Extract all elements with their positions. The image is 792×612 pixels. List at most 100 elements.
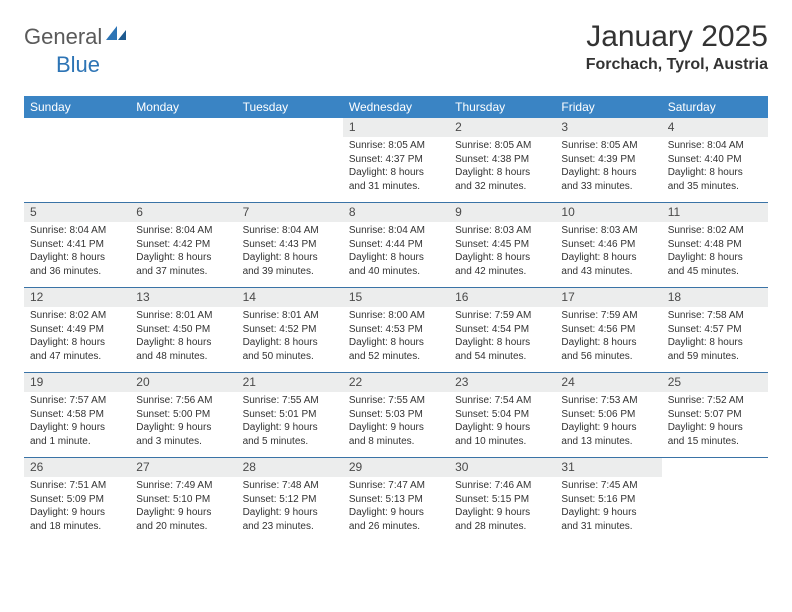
day-number: 17 <box>555 288 661 307</box>
day-number: 20 <box>130 373 236 392</box>
sunset-line: Sunset: 4:54 PM <box>455 323 549 337</box>
logo-text-general: General <box>24 24 102 50</box>
daylight-line-1: Daylight: 8 hours <box>561 166 655 180</box>
week-row: 5Sunrise: 8:04 AMSunset: 4:41 PMDaylight… <box>24 202 768 287</box>
day-cell: 27Sunrise: 7:49 AMSunset: 5:10 PMDayligh… <box>130 458 236 542</box>
sunrise-line: Sunrise: 8:05 AM <box>455 139 549 153</box>
day-details: Sunrise: 7:56 AMSunset: 5:00 PMDaylight:… <box>130 392 236 452</box>
sunset-line: Sunset: 5:03 PM <box>349 408 443 422</box>
day-cell: 7Sunrise: 8:04 AMSunset: 4:43 PMDaylight… <box>237 203 343 287</box>
sunset-line: Sunset: 5:10 PM <box>136 493 230 507</box>
daylight-line-1: Daylight: 9 hours <box>30 506 124 520</box>
sunrise-line: Sunrise: 8:02 AM <box>668 224 762 238</box>
sunrise-line: Sunrise: 8:04 AM <box>30 224 124 238</box>
day-number: 5 <box>24 203 130 222</box>
day-details: Sunrise: 7:55 AMSunset: 5:01 PMDaylight:… <box>237 392 343 452</box>
sunset-line: Sunset: 5:15 PM <box>455 493 549 507</box>
day-details: Sunrise: 8:05 AMSunset: 4:38 PMDaylight:… <box>449 137 555 197</box>
day-details: Sunrise: 8:05 AMSunset: 4:39 PMDaylight:… <box>555 137 661 197</box>
day-cell <box>237 118 343 202</box>
day-details: Sunrise: 8:02 AMSunset: 4:48 PMDaylight:… <box>662 222 768 282</box>
day-cell: 17Sunrise: 7:59 AMSunset: 4:56 PMDayligh… <box>555 288 661 372</box>
day-details: Sunrise: 7:45 AMSunset: 5:16 PMDaylight:… <box>555 477 661 537</box>
day-number: 9 <box>449 203 555 222</box>
daylight-line-2: and 52 minutes. <box>349 350 443 364</box>
day-details: Sunrise: 7:57 AMSunset: 4:58 PMDaylight:… <box>24 392 130 452</box>
day-cell: 16Sunrise: 7:59 AMSunset: 4:54 PMDayligh… <box>449 288 555 372</box>
day-details: Sunrise: 8:04 AMSunset: 4:44 PMDaylight:… <box>343 222 449 282</box>
day-details: Sunrise: 8:04 AMSunset: 4:42 PMDaylight:… <box>130 222 236 282</box>
sunset-line: Sunset: 5:13 PM <box>349 493 443 507</box>
daylight-line-1: Daylight: 9 hours <box>243 421 337 435</box>
weekday-saturday: Saturday <box>662 96 768 118</box>
day-number: 16 <box>449 288 555 307</box>
day-cell: 24Sunrise: 7:53 AMSunset: 5:06 PMDayligh… <box>555 373 661 457</box>
sunrise-line: Sunrise: 8:05 AM <box>349 139 443 153</box>
sunrise-line: Sunrise: 8:04 AM <box>136 224 230 238</box>
daylight-line-2: and 13 minutes. <box>561 435 655 449</box>
day-cell: 12Sunrise: 8:02 AMSunset: 4:49 PMDayligh… <box>24 288 130 372</box>
day-number: 13 <box>130 288 236 307</box>
logo-text-blue: Blue <box>56 52 100 77</box>
daylight-line-2: and 42 minutes. <box>455 265 549 279</box>
day-details: Sunrise: 7:55 AMSunset: 5:03 PMDaylight:… <box>343 392 449 452</box>
day-number: 23 <box>449 373 555 392</box>
sunrise-line: Sunrise: 7:59 AM <box>561 309 655 323</box>
daylight-line-2: and 10 minutes. <box>455 435 549 449</box>
weekday-tuesday: Tuesday <box>237 96 343 118</box>
daylight-line-2: and 33 minutes. <box>561 180 655 194</box>
daylight-line-1: Daylight: 9 hours <box>30 421 124 435</box>
daylight-line-2: and 36 minutes. <box>30 265 124 279</box>
sunrise-line: Sunrise: 8:01 AM <box>136 309 230 323</box>
daylight-line-2: and 26 minutes. <box>349 520 443 534</box>
sunrise-line: Sunrise: 7:56 AM <box>136 394 230 408</box>
day-cell: 11Sunrise: 8:02 AMSunset: 4:48 PMDayligh… <box>662 203 768 287</box>
day-number: 11 <box>662 203 768 222</box>
day-number: 19 <box>24 373 130 392</box>
daylight-line-1: Daylight: 8 hours <box>349 251 443 265</box>
daylight-line-2: and 37 minutes. <box>136 265 230 279</box>
daylight-line-2: and 32 minutes. <box>455 180 549 194</box>
day-number: 30 <box>449 458 555 477</box>
day-number: 1 <box>343 118 449 137</box>
day-number: 15 <box>343 288 449 307</box>
day-cell: 26Sunrise: 7:51 AMSunset: 5:09 PMDayligh… <box>24 458 130 542</box>
day-cell: 23Sunrise: 7:54 AMSunset: 5:04 PMDayligh… <box>449 373 555 457</box>
daylight-line-1: Daylight: 9 hours <box>561 506 655 520</box>
day-cell: 22Sunrise: 7:55 AMSunset: 5:03 PMDayligh… <box>343 373 449 457</box>
sunset-line: Sunset: 4:49 PM <box>30 323 124 337</box>
sunrise-line: Sunrise: 8:05 AM <box>561 139 655 153</box>
sunset-line: Sunset: 5:01 PM <box>243 408 337 422</box>
sunrise-line: Sunrise: 7:59 AM <box>455 309 549 323</box>
week-row: 12Sunrise: 8:02 AMSunset: 4:49 PMDayligh… <box>24 287 768 372</box>
day-details: Sunrise: 7:46 AMSunset: 5:15 PMDaylight:… <box>449 477 555 537</box>
sunrise-line: Sunrise: 7:55 AM <box>243 394 337 408</box>
daylight-line-1: Daylight: 8 hours <box>561 336 655 350</box>
location: Forchach, Tyrol, Austria <box>586 56 768 74</box>
weeks-container: 1Sunrise: 8:05 AMSunset: 4:37 PMDaylight… <box>24 118 768 542</box>
daylight-line-2: and 31 minutes. <box>349 180 443 194</box>
sunset-line: Sunset: 4:57 PM <box>668 323 762 337</box>
day-details: Sunrise: 7:51 AMSunset: 5:09 PMDaylight:… <box>24 477 130 537</box>
day-number: 25 <box>662 373 768 392</box>
logo: General <box>24 24 130 50</box>
day-details: Sunrise: 8:04 AMSunset: 4:41 PMDaylight:… <box>24 222 130 282</box>
day-details: Sunrise: 8:05 AMSunset: 4:37 PMDaylight:… <box>343 137 449 197</box>
daylight-line-2: and 5 minutes. <box>243 435 337 449</box>
day-cell: 21Sunrise: 7:55 AMSunset: 5:01 PMDayligh… <box>237 373 343 457</box>
sunrise-line: Sunrise: 8:00 AM <box>349 309 443 323</box>
sunset-line: Sunset: 5:09 PM <box>30 493 124 507</box>
daylight-line-2: and 31 minutes. <box>561 520 655 534</box>
day-cell: 31Sunrise: 7:45 AMSunset: 5:16 PMDayligh… <box>555 458 661 542</box>
sunset-line: Sunset: 4:40 PM <box>668 153 762 167</box>
day-number: 28 <box>237 458 343 477</box>
day-details: Sunrise: 8:01 AMSunset: 4:52 PMDaylight:… <box>237 307 343 367</box>
day-cell: 8Sunrise: 8:04 AMSunset: 4:44 PMDaylight… <box>343 203 449 287</box>
sunrise-line: Sunrise: 7:55 AM <box>349 394 443 408</box>
daylight-line-2: and 43 minutes. <box>561 265 655 279</box>
daylight-line-2: and 48 minutes. <box>136 350 230 364</box>
day-cell: 9Sunrise: 8:03 AMSunset: 4:45 PMDaylight… <box>449 203 555 287</box>
day-cell: 28Sunrise: 7:48 AMSunset: 5:12 PMDayligh… <box>237 458 343 542</box>
sunrise-line: Sunrise: 7:54 AM <box>455 394 549 408</box>
sunrise-line: Sunrise: 7:52 AM <box>668 394 762 408</box>
